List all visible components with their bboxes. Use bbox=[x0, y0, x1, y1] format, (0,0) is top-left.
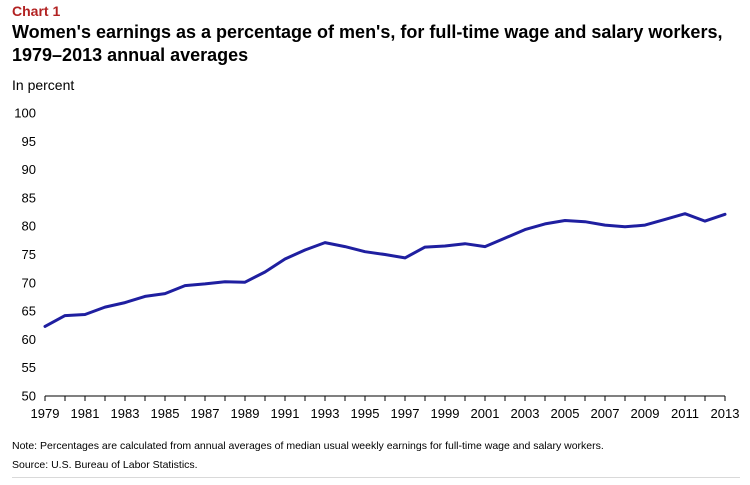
data-point bbox=[463, 242, 467, 245]
data-point bbox=[583, 220, 587, 223]
data-point bbox=[663, 218, 667, 221]
data-point bbox=[683, 212, 687, 215]
data-point bbox=[263, 270, 267, 274]
chart-source: Source: U.S. Bureau of Labor Statistics. bbox=[12, 459, 198, 471]
data-point bbox=[243, 281, 247, 284]
line-chart: 50 55 60 65 70 75 80 85 90 95 100 1979 1981 1983 1985… bbox=[14, 106, 740, 422]
y-axis: 50 55 60 65 70 75 80 85 90 95 100 bbox=[14, 106, 36, 404]
y-axis-unit-label: In percent bbox=[12, 77, 75, 93]
x-tick-label: 2005 bbox=[551, 406, 580, 421]
data-point bbox=[523, 228, 527, 231]
y-tick-label: 90 bbox=[22, 162, 36, 177]
data-point bbox=[443, 244, 447, 248]
data-point bbox=[223, 280, 227, 283]
data-point bbox=[303, 248, 307, 252]
x-tick-label: 1985 bbox=[151, 406, 180, 421]
data-point bbox=[563, 219, 567, 222]
x-tick-label: 2001 bbox=[471, 406, 500, 421]
x-tick-label: 1987 bbox=[191, 406, 220, 421]
x-tick-label: 2009 bbox=[631, 406, 660, 421]
data-point bbox=[43, 325, 47, 328]
chart-title: Women's earnings as a percentage of men'… bbox=[12, 22, 723, 65]
footer-divider bbox=[12, 477, 740, 478]
data-point bbox=[643, 223, 647, 227]
data-point bbox=[143, 295, 147, 298]
y-tick-label: 55 bbox=[22, 360, 36, 375]
data-point bbox=[503, 236, 507, 240]
x-tick-label: 1989 bbox=[231, 406, 260, 421]
series-layer bbox=[43, 212, 727, 328]
x-tick-label: 1983 bbox=[111, 406, 140, 421]
x-axis: 1979 1981 1983 1985 1987 1989 1991 1993 1995 1997… bbox=[31, 395, 740, 421]
data-point bbox=[483, 245, 487, 248]
data-point bbox=[103, 305, 107, 309]
chart-note: Note: Percentages are calculated from an… bbox=[12, 440, 604, 452]
y-tick-label: 80 bbox=[22, 219, 36, 234]
x-tick-label: 1981 bbox=[71, 406, 100, 421]
x-tick-label: 1997 bbox=[391, 406, 420, 421]
data-point bbox=[543, 222, 547, 226]
data-point bbox=[203, 282, 207, 286]
y-tick-label: 95 bbox=[22, 134, 36, 149]
data-point bbox=[403, 256, 407, 260]
chart-label: Chart 1 bbox=[12, 3, 61, 19]
data-point bbox=[283, 257, 287, 261]
data-point bbox=[323, 241, 327, 244]
data-point bbox=[83, 313, 87, 316]
y-tick-label: 100 bbox=[14, 106, 36, 121]
x-tick-label: 2011 bbox=[671, 406, 699, 421]
data-point bbox=[183, 284, 187, 287]
x-tick-label: 2013 bbox=[711, 406, 740, 421]
y-tick-label: 70 bbox=[22, 275, 36, 290]
data-point bbox=[703, 219, 707, 223]
data-point bbox=[423, 245, 427, 249]
y-tick-label: 65 bbox=[22, 304, 36, 319]
x-tick-label: 1999 bbox=[431, 406, 460, 421]
x-tick-label: 2003 bbox=[511, 406, 540, 421]
data-point bbox=[363, 250, 367, 253]
x-tick-label: 1991 bbox=[271, 406, 300, 421]
y-tick-label: 75 bbox=[22, 247, 36, 262]
data-point bbox=[163, 292, 167, 295]
x-tick-label: 1995 bbox=[351, 406, 380, 421]
data-point bbox=[343, 245, 347, 248]
series-line bbox=[43, 212, 727, 328]
data-point bbox=[123, 301, 127, 304]
data-point bbox=[623, 225, 627, 228]
y-tick-label: 85 bbox=[22, 190, 36, 205]
data-point bbox=[723, 213, 727, 216]
data-point bbox=[603, 223, 607, 227]
data-point bbox=[383, 253, 387, 256]
data-point bbox=[63, 314, 67, 317]
y-tick-label: 60 bbox=[22, 332, 36, 347]
x-tick-label: 1979 bbox=[31, 406, 60, 421]
x-tick-label: 2007 bbox=[591, 406, 620, 421]
y-tick-label: 50 bbox=[22, 389, 36, 404]
x-tick-label: 1993 bbox=[311, 406, 340, 421]
